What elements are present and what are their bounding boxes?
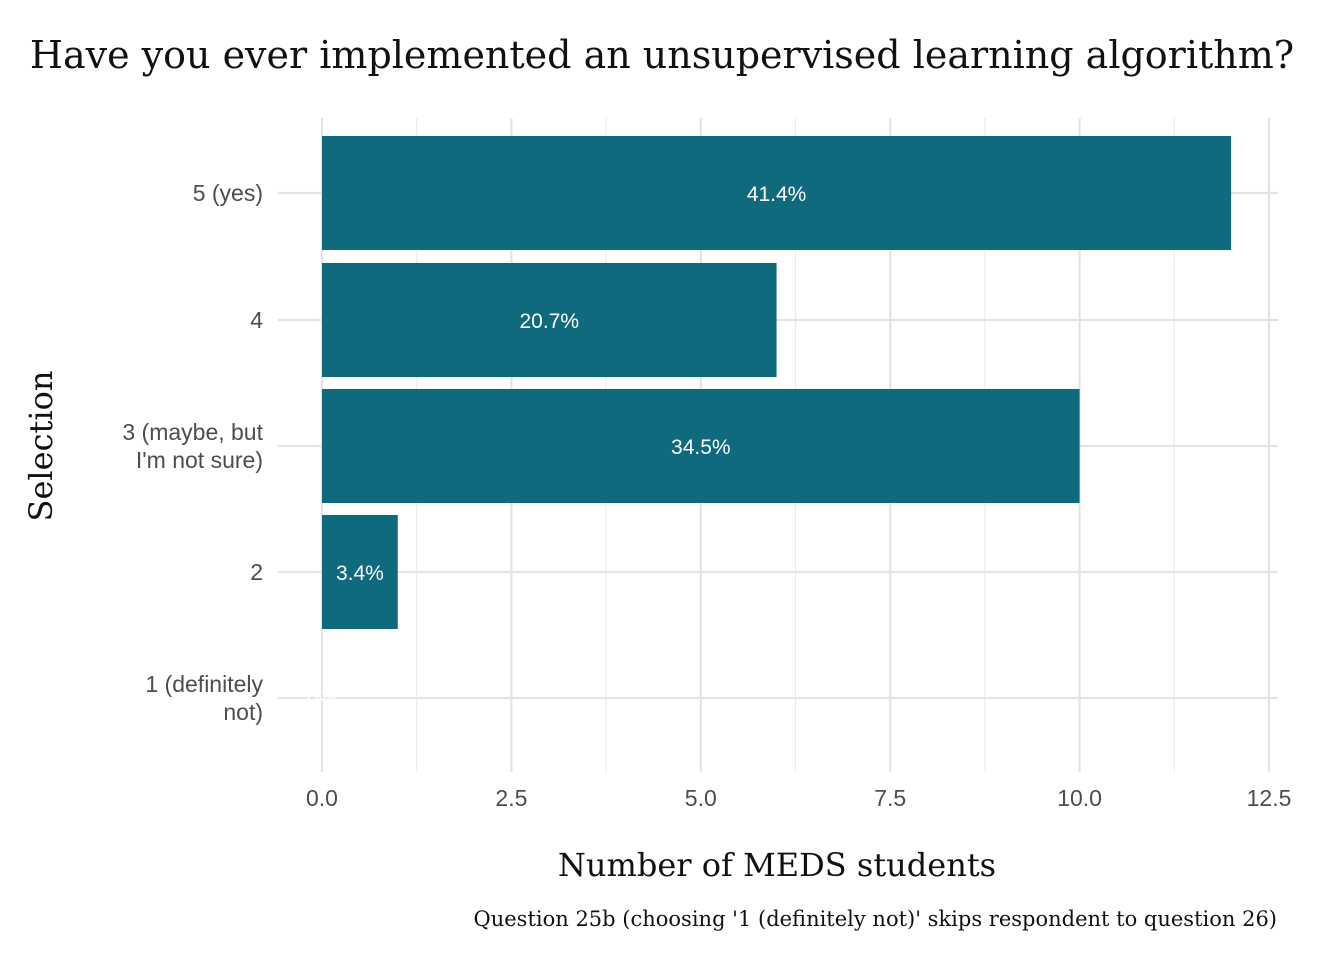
bar-value-label: 41.4% <box>747 183 807 206</box>
x-tick-label: 5.0 <box>685 785 717 811</box>
y-tick-label: 1 (definitely not) <box>145 671 263 725</box>
y-tick-label: 3 (maybe, but I'm not sure) <box>122 419 263 473</box>
y-tick-label: 2 <box>250 559 263 585</box>
x-tick-label: 0.0 <box>306 785 338 811</box>
y-tick-label: 5 (yes) <box>193 180 263 206</box>
bars <box>322 136 1232 629</box>
bar-value-label: 0% <box>307 688 337 711</box>
bar <box>322 136 1232 250</box>
bar <box>322 263 777 377</box>
x-axis-title: Number of MEDS students <box>558 846 996 884</box>
bar <box>322 515 398 629</box>
bar <box>322 389 1080 503</box>
y-tick-label: 4 <box>250 307 263 333</box>
chart-title: Have you ever implemented an unsupervise… <box>30 33 1294 77</box>
bar-value-label: 34.5% <box>671 436 731 459</box>
x-tick-label: 10.0 <box>1057 785 1102 811</box>
x-tick-label: 2.5 <box>495 785 527 811</box>
x-tick-label: 12.5 <box>1247 785 1292 811</box>
x-axis-tick-labels: 0.0 2.5 5.0 7.5 10.0 12.5 <box>306 785 1291 811</box>
bar-value-label: 3.4% <box>336 562 384 585</box>
y-axis-title: Selection <box>22 371 60 522</box>
y-axis-tick-labels: 5 (yes) 4 3 (maybe, but I'm not sure) 2 1 (de… <box>122 180 263 725</box>
x-tick-label: 7.5 <box>874 785 906 811</box>
chart-caption: Question 25b (choosing '1 (definitely no… <box>474 907 1278 931</box>
bar-value-label: 20.7% <box>520 310 580 333</box>
data-labels: 41.4% 20.7% 34.5% 3.4% 0% <box>307 183 807 711</box>
